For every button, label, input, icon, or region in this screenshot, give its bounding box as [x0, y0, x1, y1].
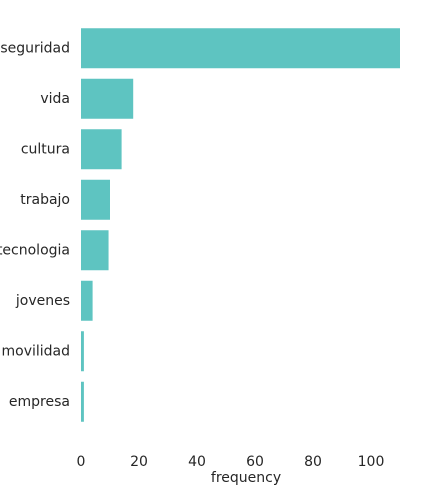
x-tick-label-0: 0 [77, 454, 86, 470]
y-tick-label-empresa: empresa [9, 394, 70, 410]
x-tick-label-100: 100 [358, 454, 385, 470]
y-tick-label-trabajo: trabajo [20, 192, 70, 208]
y-tick-label-cultura: cultura [21, 141, 70, 157]
x-tick-label-40: 40 [188, 454, 206, 470]
bar-vida [81, 78, 134, 119]
y-tick-label-jovenes: jovenes [15, 293, 70, 309]
x-tick-label-80: 80 [304, 454, 322, 470]
y-tick-label-vida: vida [40, 91, 70, 107]
y-tick-label-seguridad: seguridad [0, 40, 70, 56]
bar-jovenes [81, 280, 93, 321]
y-axis-labels: seguridad vida cultura trabajo tecnologia jov… [0, 40, 70, 410]
x-tick-label-20: 20 [130, 454, 148, 470]
bar-seguridad [81, 28, 400, 69]
bar-movilidad [81, 331, 84, 372]
bar-empresa [81, 381, 84, 422]
y-tick-label-movilidad: movilidad [1, 343, 70, 359]
y-tick-label-tecnologia: tecnologia [0, 242, 70, 258]
bar-cultura [81, 129, 122, 170]
bar-trabajo [81, 179, 110, 220]
x-axis-label: frequency [211, 470, 281, 486]
x-tick-label-60: 60 [246, 454, 264, 470]
bars-group [81, 28, 400, 422]
x-axis-ticks: 0 20 40 60 80 100 [77, 454, 385, 470]
bar-tecnologia [81, 230, 109, 271]
